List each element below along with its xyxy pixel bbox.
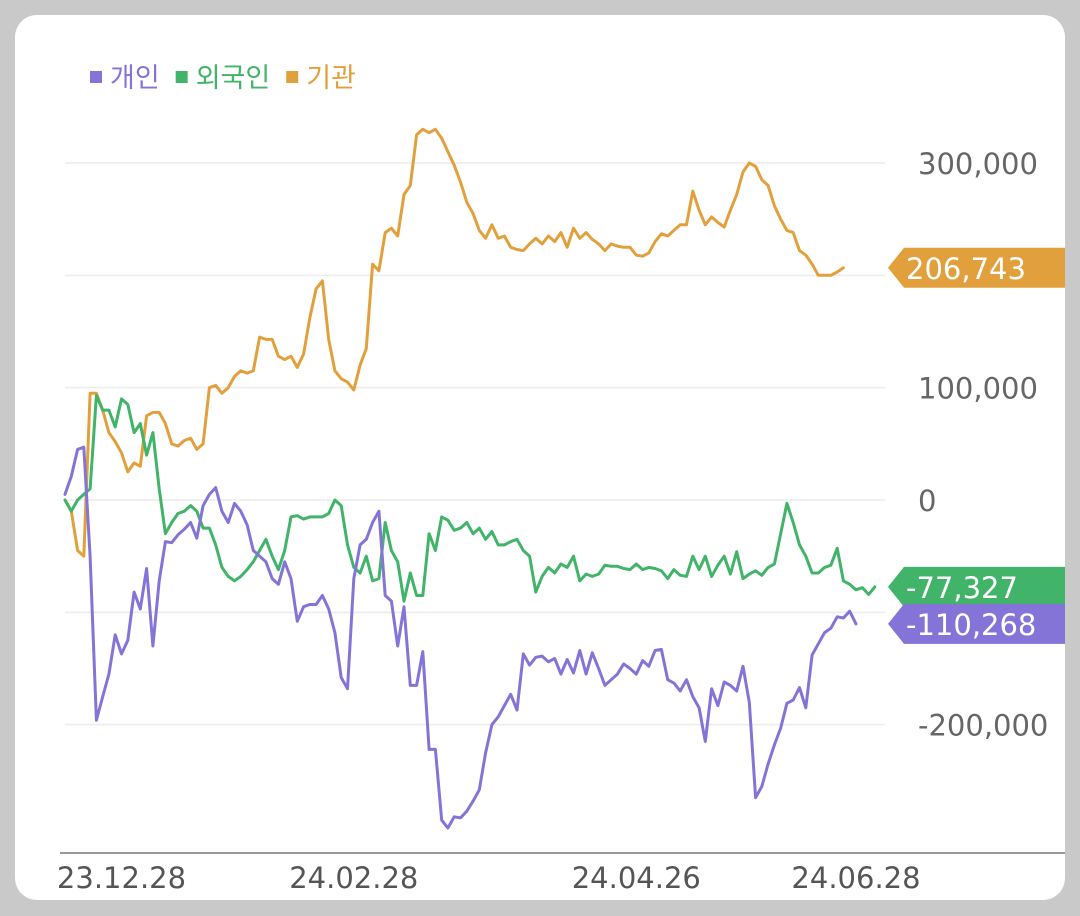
legend-swatch	[90, 71, 102, 83]
investor-trend-chart: 300,000 100,000 0 -200,000 23.12.28 24.02.28…	[57, 63, 1065, 895]
y-tick-label: 0	[918, 484, 936, 518]
legend-item: 개인	[90, 63, 160, 94]
y-tick-label: -200,000	[918, 709, 1048, 743]
badge-value: 206,743	[906, 252, 1026, 286]
badge-value: -110,268	[906, 608, 1036, 642]
badge-value: -77,327	[906, 571, 1018, 605]
x-tick-label: 23.12.28	[57, 861, 186, 895]
series-line-2	[63, 127, 845, 558]
last-value-badge: -77,327	[888, 566, 1065, 607]
y-tick-label: 100,000	[918, 372, 1038, 406]
series-line-1	[63, 394, 877, 603]
legend-swatch	[175, 71, 188, 83]
legend-label: 외국인	[196, 63, 271, 94]
badge-shape	[888, 566, 1065, 607]
last-value-badge: 206,743	[888, 247, 1065, 288]
x-tick-label: 24.06.28	[791, 861, 920, 895]
x-tick-label: 24.02.28	[289, 861, 418, 895]
last-value-badge: -110,268	[888, 603, 1065, 644]
series-line-0	[63, 445, 858, 830]
x-tick-label: 24.04.26	[572, 861, 701, 895]
legend-swatch	[286, 71, 299, 83]
legend-label: 개인	[110, 63, 160, 94]
legend-item: 외국인	[175, 63, 271, 94]
legend-label: 기관	[306, 63, 356, 94]
chart-card: 300,000 100,000 0 -200,000 23.12.28 24.02.28…	[15, 15, 1065, 900]
badge-shape	[888, 603, 1065, 644]
legend-item: 기관	[286, 63, 356, 94]
y-tick-label: 300,000	[918, 147, 1038, 181]
badge-shape	[888, 247, 1065, 288]
